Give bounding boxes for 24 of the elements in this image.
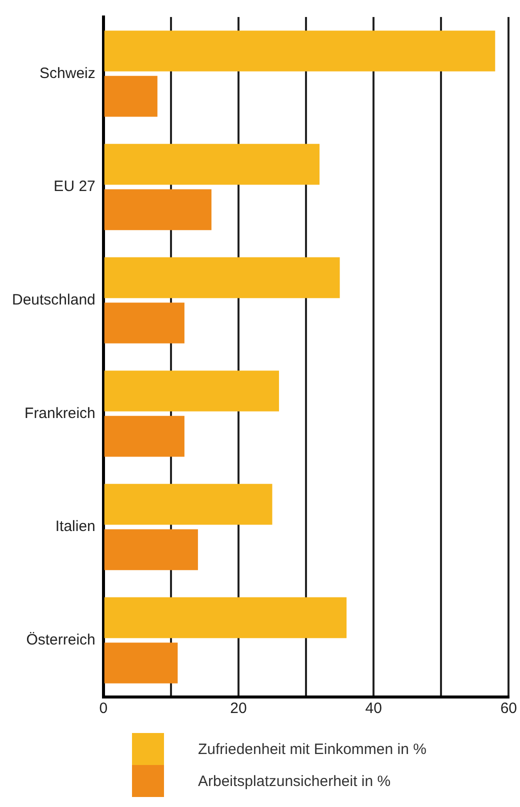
x-tick-label: 60 [500,700,517,718]
bar [104,189,212,230]
y-tick-label: Italien [55,518,96,536]
bar [104,76,158,117]
y-tick-label: Österreich [26,631,96,648]
bar [104,370,280,412]
x-tick-label: 40 [365,700,382,718]
bar [104,257,340,298]
legend-label: Zufriedenheit mit Einkommen in % [198,740,426,758]
y-tick-label: Schweiz [40,64,96,82]
bar [104,529,198,570]
bar [104,484,272,525]
x-tick-label: 20 [230,700,247,718]
bar [104,302,184,344]
bar [104,144,320,185]
bar [104,30,496,72]
x-tick-label: 0 [99,700,108,718]
y-tick-label: EU 27 [54,178,96,196]
legend-label: Arbeitsplatzunsicherheit in % [198,772,391,790]
y-tick-label: Frankreich [24,404,96,422]
bar [104,597,347,638]
y-tick-label: Deutschland [12,291,96,308]
bar [104,642,178,684]
bar [104,416,184,457]
